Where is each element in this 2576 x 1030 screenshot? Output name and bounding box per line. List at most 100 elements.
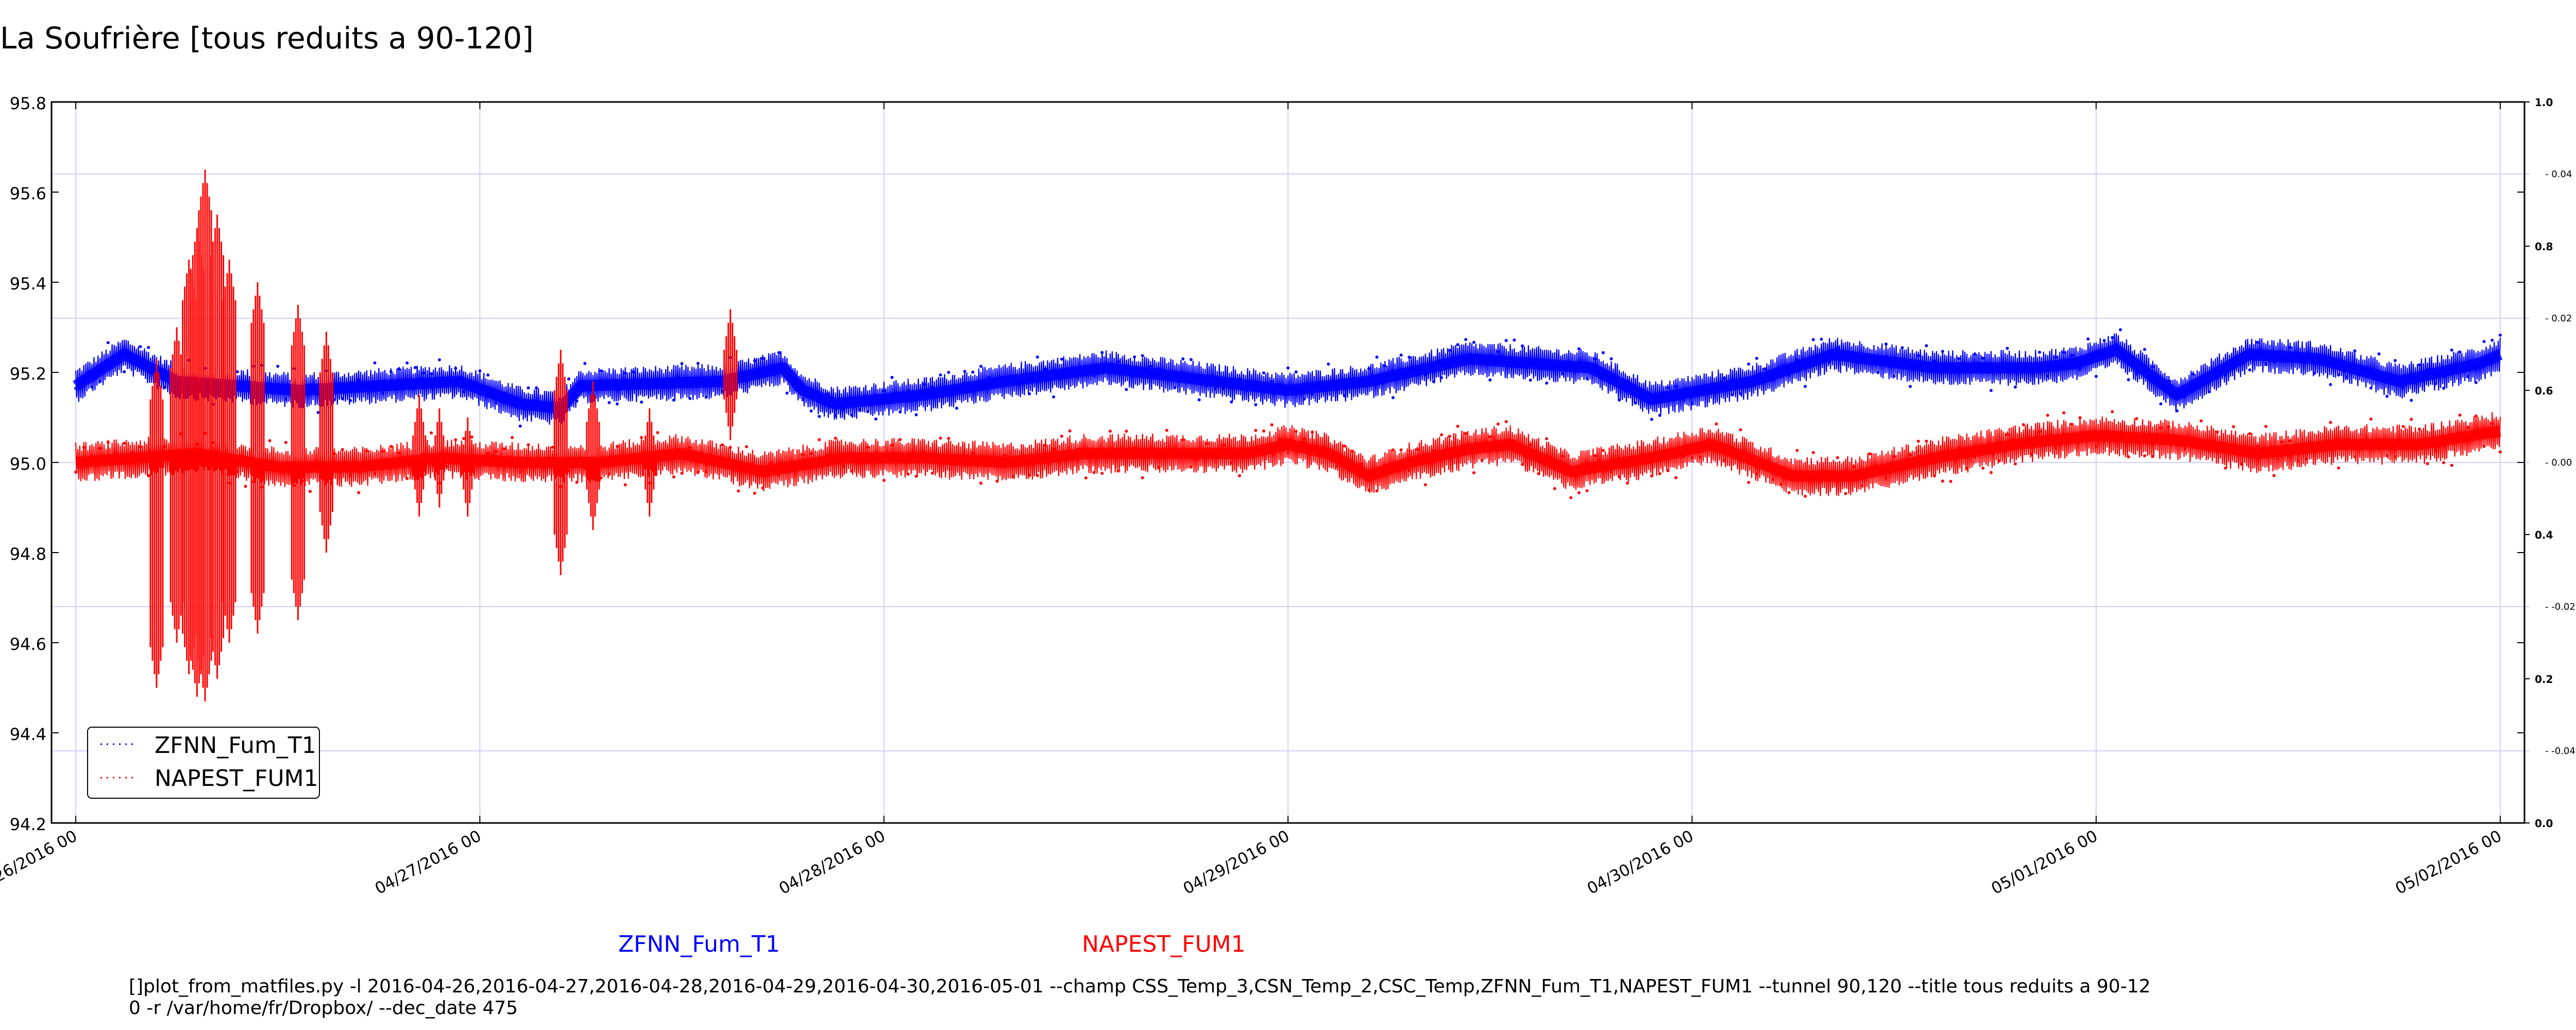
series-napest-point [1504,420,1508,423]
series-napest-point [1706,438,1710,441]
series-zfnn-point [648,387,651,391]
series-zfnn-point [1004,376,1007,380]
series-zfnn-point [2264,362,2267,366]
series-napest-point [1165,428,1168,432]
series-napest-point [874,451,877,454]
series-zfnn-point [1715,387,1718,391]
series-zfnn-point [2377,352,2381,356]
series-zfnn-point [995,384,999,387]
series-zfnn-point [1836,346,1839,350]
series-napest-point [1917,439,1920,443]
series-napest-point [1448,435,1451,438]
series-zfnn-point [1658,414,1662,417]
series-zfnn-point [632,370,635,374]
series-napest-point [1545,437,1548,440]
bottom-legend-napest: NAPEST_FUM1 [1082,931,1246,957]
series-napest-point [1989,471,1993,474]
series-zfnn-point [825,392,829,396]
series-napest-point [1302,437,1306,441]
series-napest-point [1811,451,1815,454]
series-napest-point [2094,445,2098,449]
series-zfnn-line [75,333,2501,425]
series-zfnn-point [1472,340,1476,344]
series-napest-point [2086,438,2090,441]
series-zfnn-point [672,398,675,402]
series-napest-point [850,469,853,473]
series-zfnn-point [309,383,312,386]
series-napest-point [1068,429,1072,433]
series-zfnn-point [2345,375,2348,379]
series-zfnn-point [1222,387,1225,390]
series-zfnn-point [2199,376,2203,380]
series-zfnn-point [1020,380,1023,384]
series-zfnn-point [1989,389,1993,392]
series-zfnn-point [551,402,554,405]
series-zfnn-point [2013,385,2017,389]
series-zfnn-point [1076,376,1080,380]
right-tick-label-inner: - 0.00 [2545,457,2572,468]
series-zfnn-point [2006,347,2009,350]
series-zfnn-point [1044,367,1047,371]
series-zfnn-point [2256,340,2260,344]
series-zfnn-point [914,413,918,417]
series-zfnn-point [1949,363,1953,366]
series-zfnn-point [1011,376,1015,380]
series-zfnn-point [2062,351,2065,354]
series-zfnn-point [2296,357,2300,360]
series-zfnn-point [1157,367,1160,370]
series-napest-point [1262,429,1265,433]
series-napest-point [1230,461,1233,465]
series-zfnn-point [147,346,150,349]
series-napest-point [1423,483,1427,487]
series-zfnn-point [1278,390,1282,393]
series-zfnn-point [1488,378,1492,382]
series-zfnn-point [373,361,377,365]
legend-box [87,727,320,799]
series-zfnn-point [1908,385,1912,388]
series-napest-point [1513,439,1516,442]
series-zfnn-point [1262,371,1265,375]
y-tick-label: 95.8 [10,94,46,113]
series-zfnn-point [1197,398,1201,402]
series-zfnn-point [130,355,134,359]
series-napest-point [914,474,918,478]
series-napest-point [1779,483,1783,486]
series-zfnn-point [1391,396,1395,400]
series-zfnn-point [777,351,781,354]
series-zfnn-point [930,386,934,389]
series-napest-point [1666,469,1670,472]
series-napest-point [1747,480,1751,484]
series-napest-point [2296,459,2300,462]
series-napest-point [1383,463,1387,467]
right-tick-label: 0.4 [2535,529,2553,541]
series-napest-point [656,431,659,434]
series-napest-point [1294,430,1298,433]
series-zfnn-point [1133,355,1136,359]
series-napest-point [518,470,522,474]
command-line: []plot_from_matfiles.py -l 2016-04-26,20… [129,976,2151,1019]
series-napest-point [1520,462,1524,466]
series-zfnn-point [1666,386,1670,389]
series-napest-point [1892,455,1896,458]
series-zfnn-point [1028,392,1031,396]
series-napest-point [114,453,118,456]
series-zfnn-point [1286,366,1290,370]
series-zfnn-point [955,406,958,410]
series-napest-point [906,472,910,476]
series-napest-point [2482,444,2486,448]
series-napest-point [1311,431,1314,434]
series-zfnn-point [2143,348,2146,351]
series-napest-point [1092,471,1096,474]
series-napest-point [1391,448,1395,452]
series-zfnn-point [2410,399,2413,402]
series-zfnn-point [753,359,756,363]
series-napest-point [801,453,805,456]
command-line-1: []plot_from_matfiles.py -l 2016-04-26,20… [129,976,2151,997]
bottom-legend-zfnn: ZFNN_Fum_T1 [618,931,780,957]
series-napest-point [1084,476,1088,479]
series-zfnn-point [2434,382,2437,386]
series-zfnn-point [1795,358,1799,362]
series-zfnn-point [2490,338,2494,342]
series-zfnn-point [1302,397,1306,401]
series-zfnn-point [834,414,837,417]
